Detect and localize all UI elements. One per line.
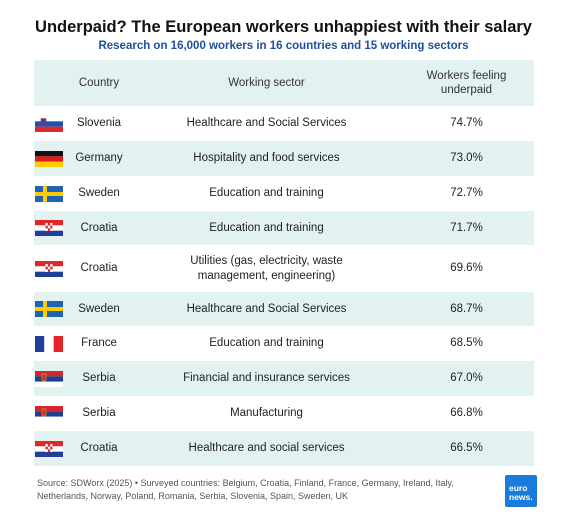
underpaid-value-cell: 68.7%	[450, 302, 483, 315]
country-cell: Serbia	[82, 407, 116, 420]
table-row: Sweden Healthcare and Social Services 68.7…	[34, 292, 534, 326]
sector-cell: Education and training	[209, 187, 324, 200]
table-row: Sweden Education and training 72.7%	[34, 176, 534, 211]
flag-cell	[34, 176, 64, 211]
flag-cell	[34, 326, 64, 361]
flag-cell	[34, 141, 64, 176]
flag-cell	[34, 396, 64, 431]
table-row: France Education and training 68.5%	[34, 326, 534, 361]
country-cell: Sweden	[78, 302, 120, 315]
table-header: Country Working sector Workers feeling u…	[34, 60, 534, 106]
france-flag-icon	[35, 335, 63, 352]
column-header-underpaid-label: Workers feeling underpaid	[426, 69, 507, 96]
flag-cell	[34, 361, 64, 396]
sector-cell: Education and training	[209, 221, 324, 234]
croatia-flag-icon	[35, 440, 63, 457]
country-cell: Croatia	[80, 262, 118, 275]
sweden-flag-icon	[35, 301, 63, 317]
underpaid-value-cell: 72.7%	[450, 187, 483, 200]
table-body: Slovenia Healthcare and Social Services 74…	[34, 106, 534, 466]
serbia-flag-icon	[35, 405, 63, 422]
croatia-flag-icon	[35, 260, 63, 277]
underpaid-value-cell: 71.7%	[450, 221, 483, 234]
table-row: Germany Hospitality and food services 73.0…	[34, 141, 534, 176]
underpaid-value-cell: 68.5%	[450, 337, 483, 350]
flag-cell	[34, 245, 64, 292]
source-note: Source: SDWorx (2025) • Surveyed countri…	[37, 478, 454, 502]
table-row: Croatia Education and training 71.7%	[34, 211, 534, 245]
euronews-logo: euro news.	[505, 475, 537, 507]
sector-cell: Hospitality and food services	[193, 152, 340, 165]
sector-cell: Utilities (gas, electricity, waste manag…	[190, 255, 343, 282]
sector-cell: Manufacturing	[230, 407, 303, 420]
column-header-underpaid: Workers feeling underpaid	[399, 60, 534, 106]
country-cell: Croatia	[80, 442, 118, 455]
underpaid-value-cell: 69.6%	[450, 262, 483, 275]
logo-line-1: euro	[509, 483, 528, 493]
table-row: Serbia Financial and insurance services 67…	[34, 361, 534, 396]
country-cell: Croatia	[80, 221, 118, 234]
country-cell: Sweden	[78, 187, 120, 200]
sector-cell: Healthcare and social services	[188, 442, 345, 455]
sector-cell: Financial and insurance services	[183, 372, 350, 385]
table-row: Croatia Healthcare and social services 66.…	[34, 431, 534, 466]
column-header-country: Country	[78, 76, 120, 89]
serbia-flag-icon	[35, 370, 63, 387]
table-row: Croatia Utilities (gas, electricity, wast…	[34, 245, 534, 292]
table-row: Slovenia Healthcare and Social Services 74…	[34, 106, 534, 141]
sector-cell: Healthcare and Social Services	[186, 117, 347, 130]
logo-line-2: news.	[509, 491, 533, 502]
column-header-sector: Working sector	[228, 76, 305, 89]
underpaid-value-cell: 66.5%	[450, 442, 483, 455]
underpaid-value-cell: 74.7%	[450, 117, 483, 130]
slovenia-flag-icon	[35, 115, 63, 132]
sector-cell: Education and training	[209, 337, 324, 350]
sector-cell: Healthcare and Social Services	[186, 302, 347, 315]
country-cell: Germany	[75, 152, 123, 165]
underpaid-value-cell: 66.8%	[450, 407, 483, 420]
data-table: Country Working sector Workers feeling u…	[34, 60, 534, 466]
flag-cell	[34, 431, 64, 466]
country-cell: France	[81, 337, 117, 350]
country-cell: Slovenia	[76, 117, 122, 130]
underpaid-value-cell: 67.0%	[450, 372, 483, 385]
chart-title: Underpaid? The European workers unhappie…	[35, 18, 532, 36]
flag-cell	[34, 211, 64, 245]
underpaid-value-cell: 73.0%	[450, 152, 483, 165]
country-cell: Serbia	[82, 372, 116, 385]
croatia-flag-icon	[35, 220, 63, 236]
sweden-flag-icon	[35, 185, 63, 202]
germany-flag-icon	[35, 150, 63, 167]
chart-subtitle: Research on 16,000 workers in 16 countri…	[98, 40, 469, 52]
table-row: Serbia Manufacturing 66.8%	[34, 396, 534, 431]
flag-cell	[34, 292, 64, 326]
flag-cell	[34, 106, 64, 141]
